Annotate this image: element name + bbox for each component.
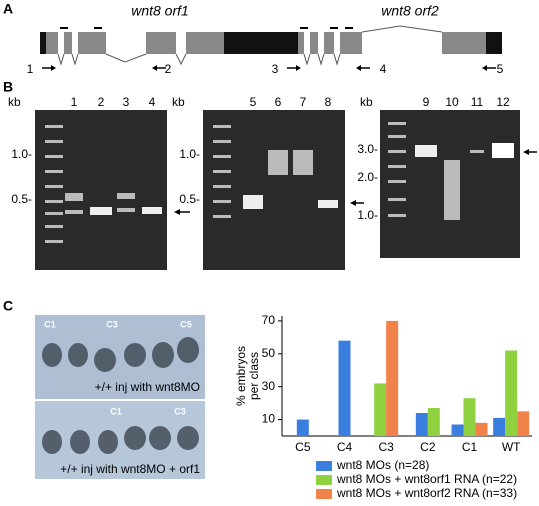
class-label: C1: [110, 406, 122, 416]
panel-label: C: [3, 298, 13, 314]
lane-label: 7: [300, 95, 307, 109]
lane-label: 8: [325, 95, 332, 109]
bar: [296, 419, 309, 436]
legend-label: wnt8 MOs (n=28): [336, 458, 429, 472]
x-tick-label: C5: [295, 440, 311, 454]
primer-label: 4: [380, 62, 387, 76]
bar: [463, 398, 476, 436]
primer-label: 3: [272, 62, 279, 76]
primer-label: 2: [165, 62, 172, 76]
gene-model: [40, 25, 502, 71]
lane-label: 6: [275, 95, 282, 109]
photo-caption: +/+ inj with wnt8MO: [95, 380, 200, 394]
lane-label: 3: [123, 95, 130, 109]
lane-label: 10: [445, 95, 459, 109]
lane-label: 12: [496, 95, 510, 109]
bar: [493, 417, 506, 436]
y-tick-label: 50: [262, 346, 276, 360]
kb-label: kb: [8, 95, 21, 109]
lane-label: 9: [423, 95, 430, 109]
size-label: 1.0-: [357, 208, 378, 222]
x-tick-label: C1: [462, 440, 478, 454]
y-axis-label: per class: [247, 352, 261, 400]
gel-images: [35, 110, 537, 270]
size-label: 2.0-: [357, 170, 378, 184]
kb-label: kb: [360, 95, 373, 109]
size-label: 1.0-: [179, 147, 200, 161]
legend-swatch: [316, 461, 332, 471]
panel-label: B: [3, 79, 13, 95]
bar: [475, 422, 488, 436]
y-tick-label: 30: [262, 379, 276, 393]
bar: [338, 340, 351, 436]
size-label: 3.0-: [357, 142, 378, 156]
bar: [415, 412, 428, 436]
legend-label: wnt8 MOs + wnt8orf2 RNA (n=33): [336, 486, 517, 500]
class-label: C1: [44, 319, 56, 329]
bar: [374, 383, 387, 436]
primer-label: 1: [27, 62, 34, 76]
bar: [451, 424, 464, 436]
y-tick-label: 70: [262, 313, 276, 327]
photo-caption: +/+ inj with wnt8MO + orf1: [60, 462, 200, 476]
bar: [386, 320, 399, 436]
legend-label: wnt8 MOs + wnt8orf1 RNA (n=22): [336, 472, 517, 486]
x-tick-label: C2: [420, 440, 436, 454]
y-axis-label: % embryos: [234, 346, 248, 406]
lane-label: 11: [471, 95, 484, 109]
size-label: 1.0-: [11, 147, 32, 161]
x-tick-label: C4: [337, 440, 353, 454]
legend-swatch: [316, 475, 332, 485]
bar: [517, 411, 530, 436]
embryo-photos: [35, 315, 205, 479]
lane-label: 5: [250, 95, 257, 109]
x-tick-label: C3: [378, 440, 394, 454]
legend-swatch: [316, 489, 332, 499]
lane-label: 2: [98, 95, 105, 109]
gene-label: wnt8 orf2: [381, 3, 439, 19]
bar: [505, 350, 518, 436]
lane-label: 1: [71, 95, 78, 109]
bar: [427, 408, 440, 436]
class-label: C5: [180, 319, 192, 329]
kb-label: kb: [172, 95, 185, 109]
primer-label: 5: [497, 62, 504, 76]
lane-label: 4: [149, 95, 156, 109]
x-tick-label: WT: [502, 440, 521, 454]
size-label: 0.5-: [11, 192, 32, 206]
class-label: C3: [106, 319, 118, 329]
panel-label: A: [3, 1, 13, 17]
y-tick-label: 10: [262, 412, 276, 426]
gene-label: wnt8 orf1: [131, 3, 189, 19]
class-label: C3: [174, 406, 186, 416]
size-label: 0.5-: [179, 192, 200, 206]
